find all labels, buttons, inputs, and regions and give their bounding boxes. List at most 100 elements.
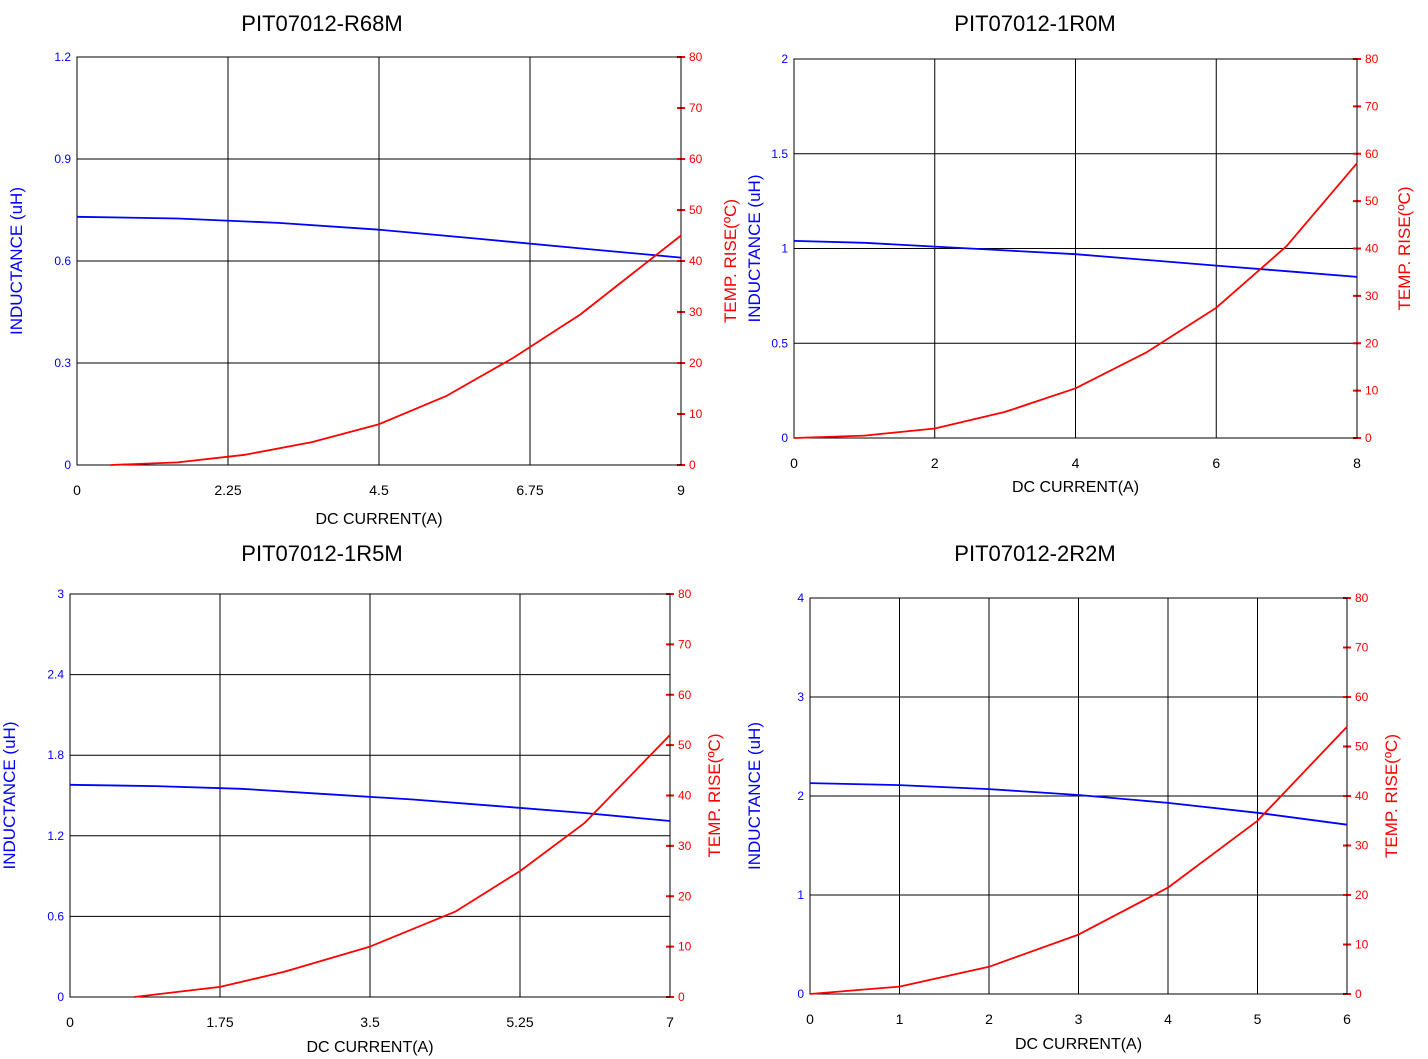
- inductance-series-line: [793, 240, 1358, 278]
- y-right-tick-label: 80: [1355, 591, 1369, 605]
- y-left-tick-label: 0: [57, 990, 64, 1004]
- y-right-axis-label: TEMP. RISE(ºC): [1395, 187, 1414, 311]
- plot-area-frame: [76, 56, 682, 466]
- x-tick-label: 2.25: [214, 482, 241, 498]
- y-left-tick-label: 2: [797, 789, 804, 803]
- y-right-tick-label: 0: [1355, 987, 1362, 1001]
- x-tick-label: 2: [985, 1011, 993, 1027]
- y-left-tick-label: 1: [781, 242, 788, 256]
- plot-area-frame: [69, 593, 671, 998]
- x-tick-label: 3: [1075, 1011, 1083, 1027]
- x-tick-label: 0: [790, 455, 798, 471]
- y-right-tick-label: 60: [678, 688, 692, 702]
- y-right-tick-label: 50: [689, 203, 703, 217]
- x-tick-label: 7: [666, 1014, 674, 1030]
- x-axis-label: DC CURRENT(A): [306, 1039, 433, 1056]
- y-right-tick-label: 0: [678, 990, 685, 1004]
- x-tick-label: 1.75: [206, 1014, 233, 1030]
- inductance-series-line: [69, 783, 671, 822]
- y-left-tick-label: 3: [57, 587, 64, 601]
- x-tick-label: 5.25: [506, 1014, 533, 1030]
- y-left-axis-label: INDUCTANCE (uH): [7, 187, 26, 335]
- y-right-tick-label: 40: [1365, 242, 1379, 256]
- temp-rise-series-line: [134, 734, 671, 998]
- y-right-tick-label: 10: [1355, 938, 1369, 952]
- y-left-tick-label: 0: [64, 458, 71, 472]
- y-left-axis-label: INDUCTANCE (uH): [745, 175, 764, 323]
- y-left-tick-label: 4: [797, 591, 804, 605]
- y-right-tick-label: 30: [1365, 289, 1379, 303]
- y-right-tick-label: 20: [689, 356, 703, 370]
- x-tick-label: 4: [1164, 1011, 1172, 1027]
- y-right-tick-label: 80: [689, 50, 703, 64]
- y-right-tick-label: 30: [678, 839, 692, 853]
- y-left-axis-label: INDUCTANCE (uH): [0, 722, 19, 870]
- y-right-tick-label: 70: [678, 637, 692, 651]
- y-right-tick-label: 50: [678, 738, 692, 752]
- y-left-tick-label: 1: [797, 888, 804, 902]
- y-left-tick-label: 0.6: [47, 909, 64, 923]
- y-right-axis-label: TEMP. RISE(ºC): [1382, 734, 1401, 858]
- y-left-tick-label: 0.9: [54, 152, 71, 166]
- y-right-tick-label: 30: [689, 305, 703, 319]
- y-right-tick-label: 40: [678, 789, 692, 803]
- y-right-tick-label: 40: [1355, 789, 1369, 803]
- y-right-tick-label: 0: [689, 458, 696, 472]
- y-right-tick-label: 50: [1365, 194, 1379, 208]
- y-right-axis-label: TEMP. RISE(ºC): [705, 734, 724, 858]
- x-tick-label: 0: [806, 1011, 814, 1027]
- y-right-tick-label: 10: [678, 940, 692, 954]
- y-left-tick-label: 2.4: [47, 668, 64, 682]
- temp-rise-series-line: [110, 234, 682, 466]
- x-tick-label: 8: [1353, 455, 1361, 471]
- y-left-tick-label: 1.2: [54, 50, 71, 64]
- y-right-tick-label: 80: [678, 587, 692, 601]
- y-left-tick-label: 0.5: [771, 336, 788, 350]
- inductance-series-line: [76, 215, 682, 259]
- x-tick-label: 0: [73, 482, 81, 498]
- x-tick-label: 2: [931, 455, 939, 471]
- x-tick-label: 1: [896, 1011, 904, 1027]
- plot-area-frame: [809, 597, 1348, 995]
- x-tick-label: 6.75: [516, 482, 543, 498]
- y-left-tick-label: 1.8: [47, 748, 64, 762]
- x-tick-label: 4.5: [369, 482, 389, 498]
- x-tick-label: 4: [1072, 455, 1080, 471]
- y-right-tick-label: 0: [1365, 431, 1372, 445]
- y-left-tick-label: 2: [781, 52, 788, 66]
- y-right-tick-label: 70: [689, 101, 703, 115]
- chart-title: PIT07012-1R5M: [241, 541, 402, 566]
- temp-rise-series-line: [793, 162, 1358, 439]
- y-right-tick-label: 60: [689, 152, 703, 166]
- chart-title: PIT07012-R68M: [241, 11, 402, 36]
- y-right-tick-label: 10: [1365, 384, 1379, 398]
- inductance-series-line: [809, 782, 1348, 826]
- y-left-axis-label: INDUCTANCE (uH): [745, 722, 764, 870]
- y-right-tick-label: 70: [1355, 641, 1369, 655]
- y-right-tick-label: 20: [1365, 336, 1379, 350]
- y-right-tick-label: 60: [1355, 690, 1369, 704]
- x-axis-label: DC CURRENT(A): [1015, 1036, 1142, 1053]
- y-right-tick-label: 20: [678, 889, 692, 903]
- y-right-tick-label: 80: [1365, 52, 1379, 66]
- y-left-tick-label: 1.2: [47, 829, 64, 843]
- y-left-tick-label: 0.3: [54, 356, 71, 370]
- plot-area-frame: [793, 58, 1358, 439]
- x-axis-label: DC CURRENT(A): [315, 511, 442, 528]
- y-right-tick-label: 50: [1355, 740, 1369, 754]
- chart-title: PIT07012-2R2M: [954, 541, 1115, 566]
- y-left-tick-label: 3: [797, 690, 804, 704]
- y-right-tick-label: 40: [689, 254, 703, 268]
- x-tick-label: 3.5: [360, 1014, 380, 1030]
- temp-rise-series-line: [809, 726, 1348, 995]
- y-left-tick-label: 1.5: [771, 147, 788, 161]
- chart-title: PIT07012-1R0M: [954, 11, 1115, 36]
- y-right-tick-label: 20: [1355, 888, 1369, 902]
- y-left-tick-label: 0.6: [54, 254, 71, 268]
- x-axis-label: DC CURRENT(A): [1012, 479, 1139, 496]
